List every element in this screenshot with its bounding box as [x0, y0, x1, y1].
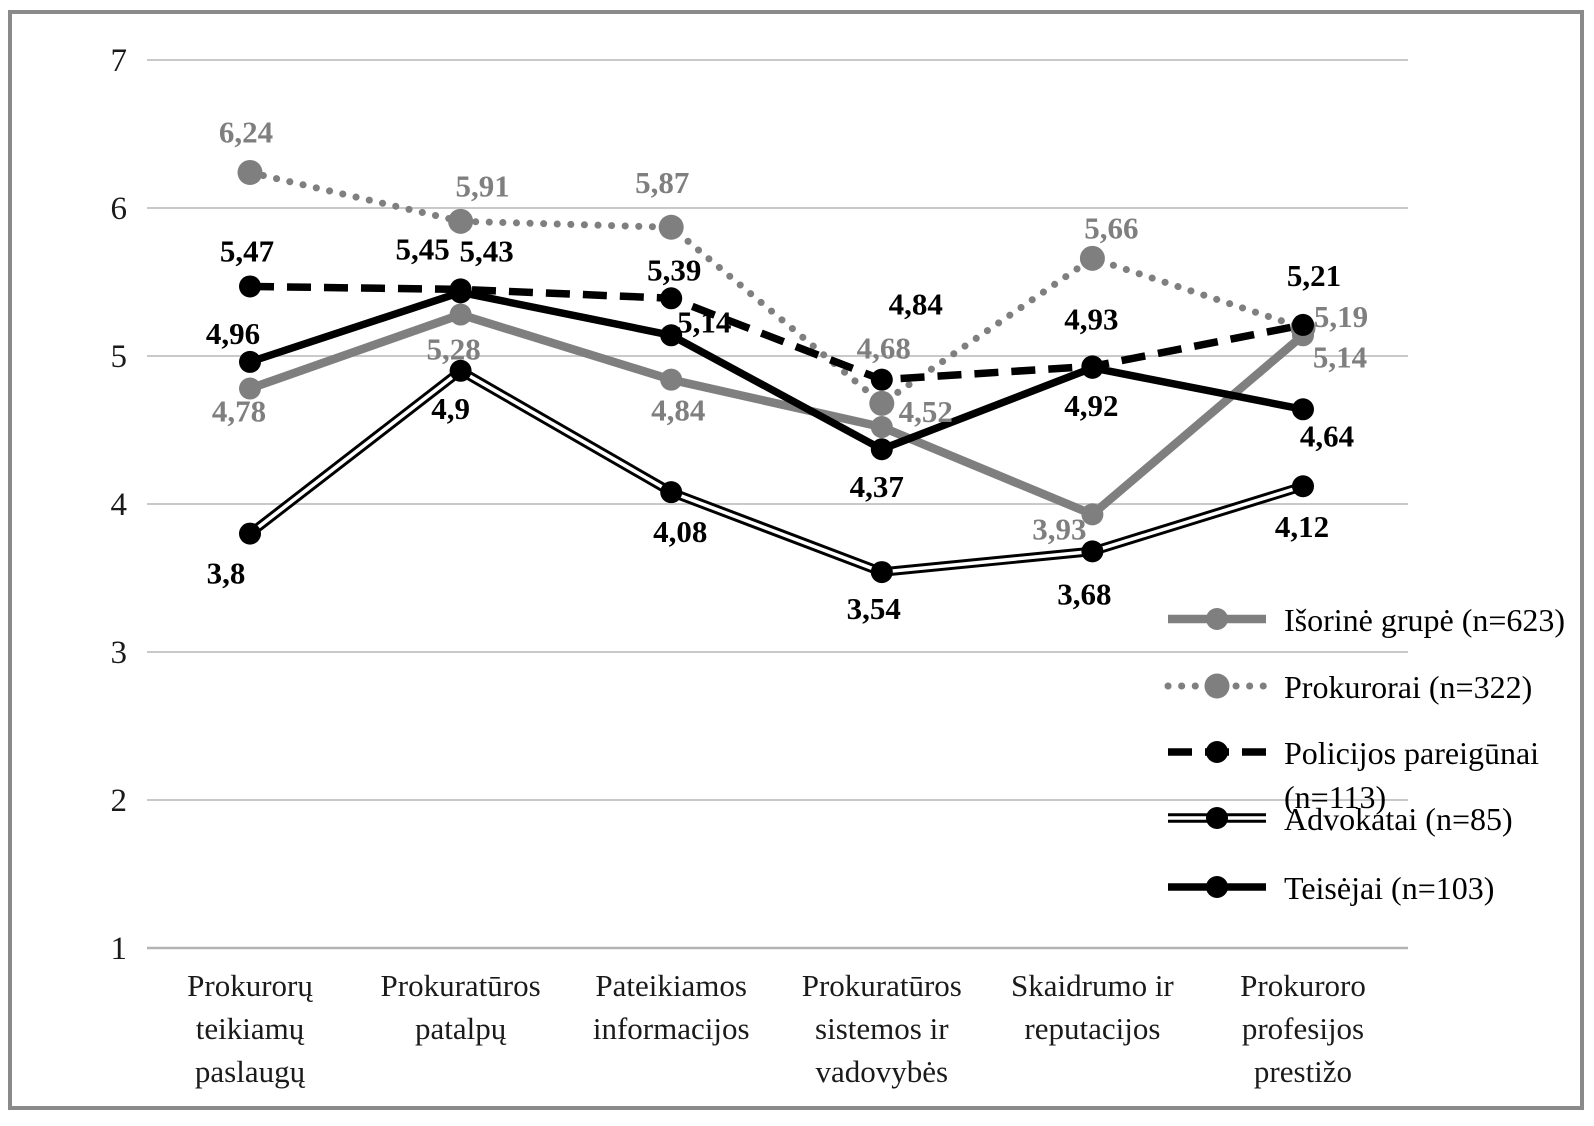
- x-category-label: Pateikiamos informacijos: [593, 968, 750, 1046]
- legend-marker: [1204, 673, 1230, 699]
- data-point-marker: [1081, 356, 1104, 379]
- data-point-marker: [1292, 313, 1314, 336]
- legend-label: (n=113): [1284, 779, 1386, 815]
- data-label: 5,19: [1314, 299, 1368, 334]
- y-tick-label: 2: [111, 783, 128, 819]
- series-line-double-inner: [248, 368, 1304, 574]
- data-point-marker: [660, 324, 683, 347]
- data-label: 4,37: [850, 469, 904, 504]
- series-line-dotted: [246, 168, 1307, 407]
- data-point-marker: [1081, 540, 1104, 563]
- legend-marker: [1206, 807, 1228, 829]
- data-point-marker: [870, 416, 893, 439]
- data-point-marker: [1292, 475, 1314, 498]
- data-label: 5,45: [395, 231, 449, 266]
- series-line-solid: [248, 310, 1306, 519]
- data-label: 3,8: [207, 556, 246, 591]
- data-point-marker: [660, 481, 683, 504]
- figure-frame: [8, 10, 1584, 1110]
- data-label: 6,24: [219, 114, 273, 149]
- data-label: 5,47: [220, 233, 274, 268]
- data-label: 4,93: [1064, 301, 1118, 336]
- data-label: 4,84: [651, 393, 705, 428]
- x-category-label: Prokurorų teikiamų paslaugų: [187, 968, 313, 1089]
- legend-label: Išorinė grupė (n=623): [1284, 602, 1565, 638]
- legend-marker: [1206, 876, 1228, 898]
- x-category-label: Prokuratūros patalpų: [381, 968, 541, 1046]
- y-tick-label: 5: [111, 339, 128, 375]
- series-line-solid: [248, 288, 1304, 453]
- data-point-marker: [239, 377, 261, 400]
- legend-label: Advokatai (n=85): [1284, 801, 1513, 837]
- legend-label: Policijos pareigūnai: [1284, 735, 1539, 771]
- data-point-marker: [239, 350, 261, 373]
- y-tick-label: 7: [111, 43, 128, 79]
- data-label: 5,21: [1287, 258, 1341, 293]
- x-category-label: Prokuroro profesijos prestižo: [1240, 968, 1366, 1089]
- data-label: 5,28: [426, 332, 480, 367]
- data-label: 5,43: [459, 233, 513, 268]
- data-point-marker: [449, 303, 472, 326]
- data-label: 5,66: [1084, 210, 1138, 245]
- legend-marker: [1206, 608, 1228, 630]
- data-point-marker: [870, 368, 893, 391]
- data-label: 5,87: [635, 165, 689, 200]
- data-label: 3,54: [847, 591, 901, 626]
- data-point-marker: [660, 368, 683, 391]
- data-label: 5,14: [1313, 339, 1367, 374]
- data-point-marker: [449, 281, 472, 304]
- data-point-marker: [1081, 503, 1104, 526]
- legend-marker: [1206, 741, 1228, 763]
- data-point-marker: [239, 275, 261, 298]
- legend-label: Teisėjai (n=103): [1284, 870, 1494, 906]
- data-label: 4,78: [212, 394, 266, 429]
- data-point-marker: [448, 208, 474, 234]
- data-label: 4,64: [1300, 418, 1354, 453]
- data-label: 3,68: [1057, 576, 1111, 611]
- data-point-marker: [449, 359, 472, 382]
- data-label: 5,14: [677, 304, 731, 339]
- series-line-dashed: [249, 282, 1304, 384]
- data-label: 4,92: [1064, 388, 1118, 423]
- data-point-marker: [660, 287, 683, 310]
- legend-label: Prokurorai (n=322): [1284, 669, 1532, 705]
- data-label: 4,08: [653, 514, 707, 549]
- y-tick-label: 1: [111, 931, 128, 967]
- data-label: 5,39: [647, 252, 701, 287]
- data-point-marker: [869, 390, 895, 416]
- data-label: 4,9: [431, 391, 470, 426]
- data-point-marker: [1079, 245, 1105, 271]
- y-tick-label: 4: [111, 487, 128, 523]
- data-point-marker: [239, 522, 261, 545]
- data-label: 5,91: [455, 168, 509, 203]
- x-category-label: Prokuratūros sistemos ir vadovybės: [802, 968, 962, 1089]
- data-point-marker: [1292, 398, 1314, 421]
- x-category-label: Skaidrumo ir reputacijos: [1011, 968, 1174, 1046]
- y-tick-label: 6: [111, 191, 128, 227]
- y-tick-label: 3: [111, 635, 128, 671]
- data-label: 4,68: [857, 330, 911, 365]
- data-label: 4,96: [206, 316, 260, 351]
- data-point-marker: [870, 438, 893, 461]
- data-label: 3,93: [1032, 511, 1086, 546]
- data-point-marker: [658, 214, 684, 240]
- data-point-marker: [237, 159, 263, 185]
- data-label: 4,12: [1275, 509, 1329, 544]
- data-label: 4,84: [889, 287, 943, 322]
- data-label: 4,52: [899, 394, 953, 429]
- data-point-marker: [870, 561, 893, 584]
